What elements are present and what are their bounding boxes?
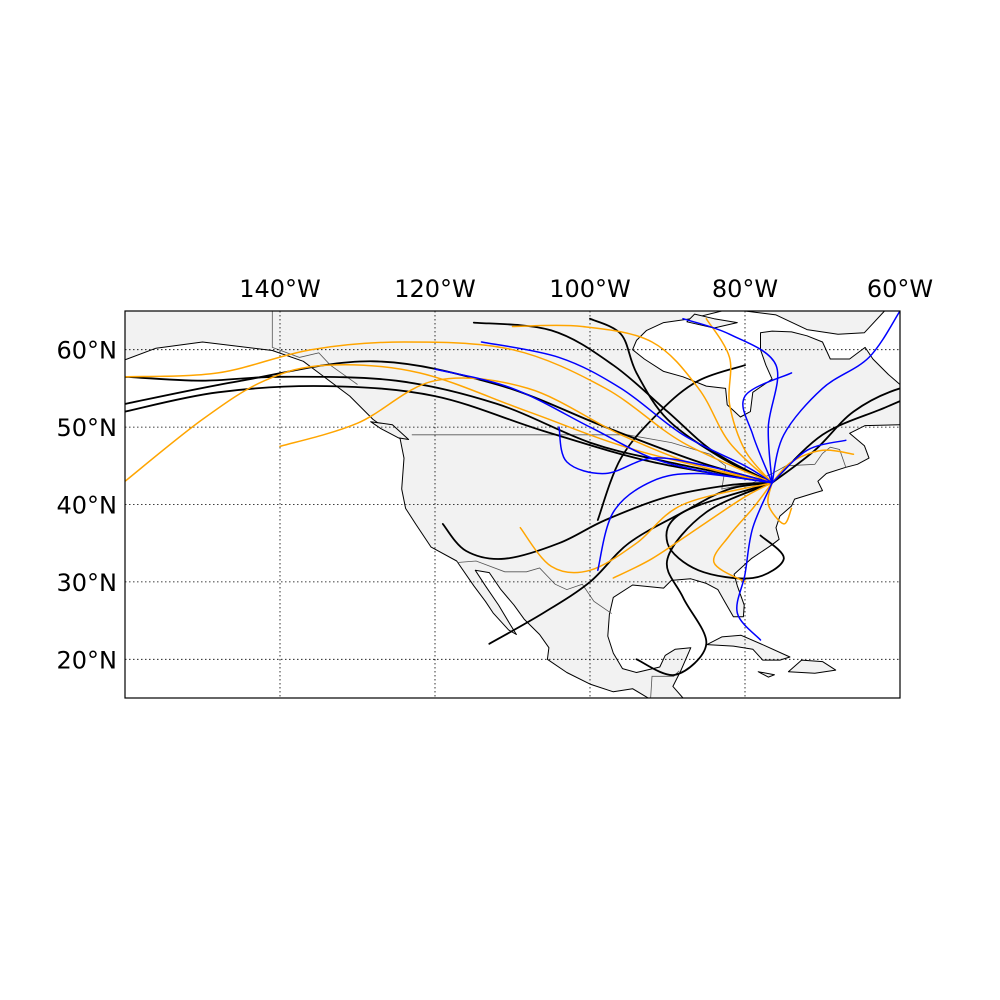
border-us-mexico xyxy=(457,560,612,614)
land-baffin-island xyxy=(744,311,885,335)
trajectory-blue xyxy=(736,482,773,641)
trajectory-blue xyxy=(480,341,773,484)
latitude-tick-label: 60°N xyxy=(57,337,118,365)
land-greenland xyxy=(950,311,977,327)
trajectory-orange xyxy=(771,449,855,484)
trajectory-orange xyxy=(511,324,773,484)
latitude-tick-label: 50°N xyxy=(57,414,118,442)
land-cuba xyxy=(706,634,791,661)
latitude-tick-label: 30°N xyxy=(57,569,118,597)
trajectory-orange xyxy=(612,482,773,579)
latitude-tick-label: 40°N xyxy=(57,492,118,520)
trajectory-blue xyxy=(558,426,773,484)
trajectory-black xyxy=(665,481,785,580)
trajectory-black xyxy=(771,387,900,484)
trajectory-layer xyxy=(125,311,900,676)
trajectory-black xyxy=(488,481,773,645)
trajectory-blue xyxy=(434,368,773,484)
trajectory-black xyxy=(441,481,773,560)
longitude-tick-label: 140°W xyxy=(239,275,321,303)
border-alaska-canada xyxy=(271,311,358,385)
trajectory-blue xyxy=(771,311,900,484)
latitude-ticks: 60°N 50°N 40°N 30°N 20°N xyxy=(57,337,118,675)
trajectory-blue xyxy=(742,372,793,484)
longitude-tick-label: 100°W xyxy=(549,275,631,303)
land-hispaniola xyxy=(787,659,837,674)
trajectory-blue xyxy=(597,472,773,572)
border-us-canada-east xyxy=(627,434,847,490)
trajectory-black xyxy=(596,364,746,521)
trajectory-blue xyxy=(682,317,779,484)
trajectory-orange xyxy=(705,317,773,484)
trajectory-orange xyxy=(712,482,773,583)
trajectory-orange xyxy=(767,482,793,525)
land-vancouver-island xyxy=(370,421,410,440)
trajectory-orange xyxy=(279,377,773,484)
longitude-tick-label: 80°W xyxy=(712,275,778,303)
trajectory-orange xyxy=(125,341,773,484)
trajectory-black xyxy=(125,375,773,484)
latitude-tick-label: 20°N xyxy=(57,646,118,674)
longitude-tick-label: 120°W xyxy=(394,275,476,303)
land-jamaica xyxy=(757,671,775,678)
graticule xyxy=(125,311,901,698)
plot-frame xyxy=(124,310,901,699)
trajectory-black xyxy=(125,385,773,484)
land-newfoundland xyxy=(905,416,955,454)
trajectory-black xyxy=(125,360,773,484)
trajectory-black xyxy=(635,481,773,676)
land-north-america xyxy=(125,311,900,698)
longitude-tick-label: 60°W xyxy=(867,275,933,303)
land-layer xyxy=(125,311,977,698)
trajectory-orange xyxy=(125,364,773,484)
longitude-ticks: 140°W 120°W 100°W 80°W 60°W xyxy=(239,275,933,303)
trajectory-blue xyxy=(771,439,847,484)
trajectory-orange xyxy=(519,482,773,574)
trajectory-black xyxy=(589,317,773,484)
trajectory-black xyxy=(472,321,773,484)
